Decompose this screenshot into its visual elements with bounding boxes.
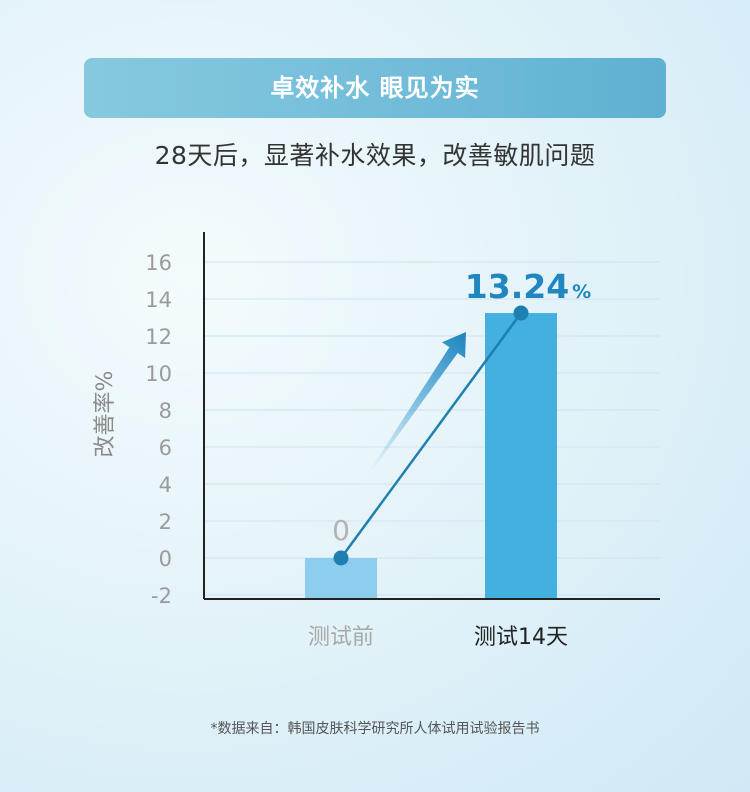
y-tick-label: 14 <box>145 288 172 312</box>
y-tick-label: 16 <box>145 251 172 275</box>
y-tick-label: 10 <box>145 362 172 386</box>
y-tick-label: 2 <box>159 510 172 534</box>
data-source-footnote: *数据来自：韩国皮肤科学研究所人体试用试验报告书 <box>210 721 540 737</box>
data-label-day-14: 13.24% <box>465 267 591 306</box>
x-category-label: 测试14天 <box>474 625 568 650</box>
data-label-day-14-unit: % <box>572 281 591 303</box>
title-banner: 卓效补水 眼见为实 <box>84 58 666 118</box>
y-tick-label: 8 <box>159 399 172 423</box>
y-tick-label: 6 <box>159 436 172 460</box>
trend-arrow-icon <box>369 332 466 473</box>
x-category-label: 测试前 <box>308 625 374 650</box>
data-label-day-14-value: 13.24 <box>465 267 569 306</box>
bar-day-14 <box>485 313 557 599</box>
trend-line <box>339 312 523 559</box>
y-tick-label: 0 <box>159 547 172 571</box>
y-tick-label: 12 <box>145 325 172 349</box>
data-point-before-test <box>333 550 349 566</box>
subtitle: 28天后，显著补水效果，改善敏肌问题 <box>154 141 596 170</box>
y-tick-label: 4 <box>159 473 172 497</box>
y-axis-title: 改善率% <box>93 371 118 458</box>
data-label-before-test: 0 <box>332 514 350 547</box>
data-point-day-14 <box>513 305 529 321</box>
y-tick-label: -2 <box>151 584 172 608</box>
